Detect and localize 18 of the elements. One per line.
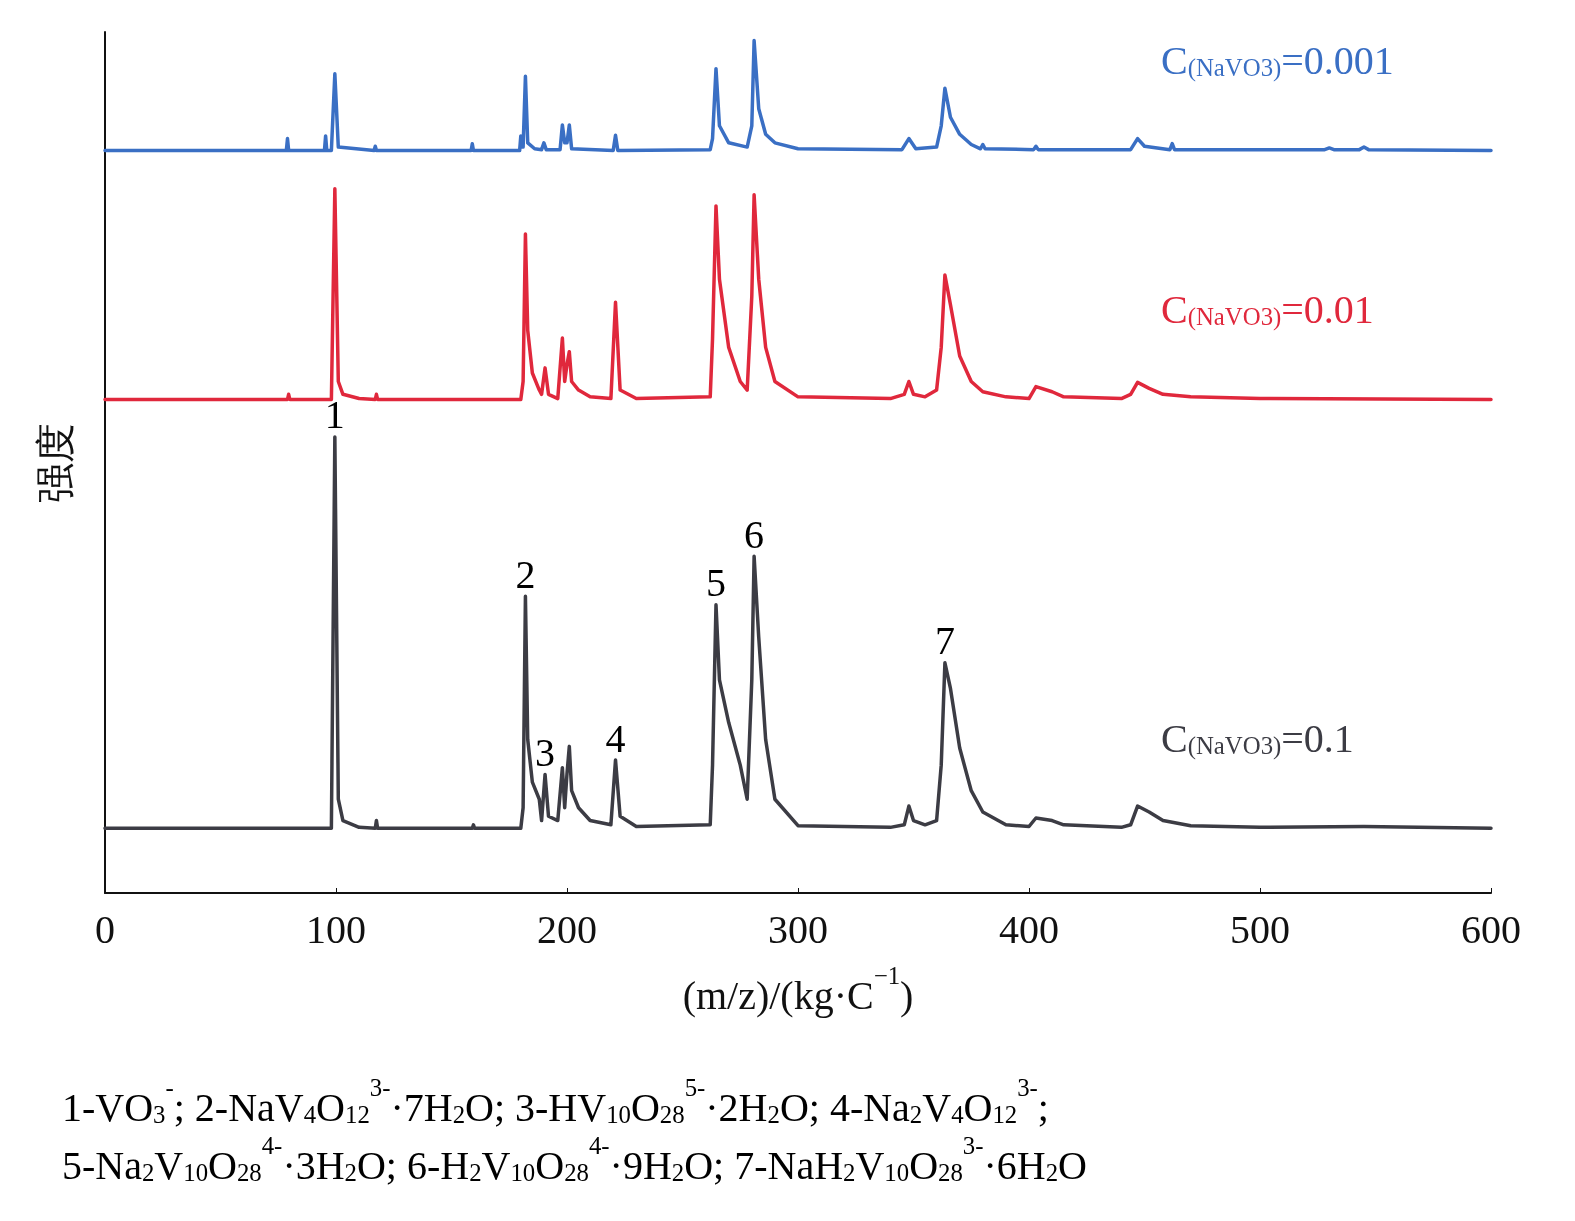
x-tick-label: 300 bbox=[768, 906, 828, 952]
series-label: C(NaVO3)=0.01 bbox=[1161, 286, 1374, 332]
x-tick-label: 400 bbox=[999, 906, 1059, 952]
annotation: 3 bbox=[535, 730, 556, 776]
x-tick-label: 100 bbox=[306, 906, 366, 952]
x-tick-label: 0 bbox=[95, 906, 115, 952]
x-tick-label: 500 bbox=[1230, 906, 1290, 952]
series-label: C(NaVO3)=0.001 bbox=[1161, 37, 1394, 83]
annotation: 7 bbox=[934, 618, 955, 664]
x-tick-label: 200 bbox=[537, 906, 597, 952]
annotation: 4 bbox=[605, 715, 626, 761]
x-tick-label: 600 bbox=[1461, 906, 1521, 952]
annotation: 1 bbox=[324, 392, 345, 438]
annotation: 5 bbox=[705, 560, 726, 606]
annotation: 6 bbox=[744, 511, 765, 557]
series-label: C(NaVO3)=0.1 bbox=[1161, 715, 1354, 761]
y-axis-title: 强度 bbox=[32, 422, 78, 503]
annotation: 2 bbox=[515, 551, 536, 597]
